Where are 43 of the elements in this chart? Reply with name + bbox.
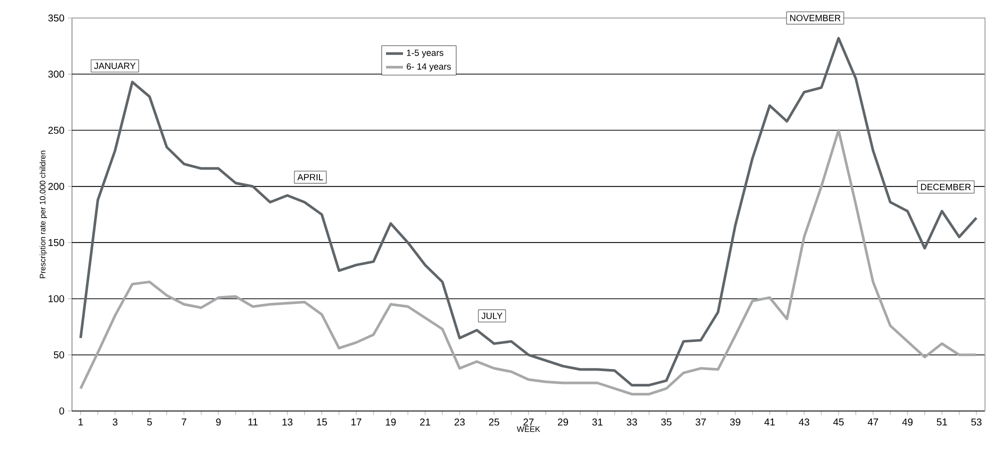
annotation: JANUARY <box>94 62 136 70</box>
x-tick-label: 17 <box>351 418 362 426</box>
x-tick-label: 37 <box>696 418 706 426</box>
x-tick-label: 15 <box>317 418 327 426</box>
x-tick-label: 35 <box>661 418 672 426</box>
y-tick-label: 150 <box>48 239 64 246</box>
x-tick-label: 3 <box>112 418 118 426</box>
y-tick-label: 50 <box>54 351 64 358</box>
annotation: DECEMBER <box>921 184 971 190</box>
x-tick-label: 49 <box>902 418 913 426</box>
legend-label: 1-5 years <box>407 50 444 58</box>
x-tick-label: 27 <box>523 418 534 426</box>
x-tick-label: 33 <box>626 418 637 426</box>
y-tick-label: 200 <box>48 182 64 190</box>
x-tick-label: 25 <box>489 418 500 426</box>
x-tick-label: 31 <box>592 418 602 426</box>
y-tick-label: 100 <box>48 295 64 302</box>
x-tick-label: 51 <box>936 418 948 426</box>
y-tick-label: 300 <box>48 70 64 78</box>
x-tick-label: 13 <box>282 418 292 426</box>
x-tick-label: 7 <box>182 418 186 426</box>
y-tick-label: 350 <box>48 14 64 22</box>
x-tick-label: 43 <box>798 418 810 426</box>
x-tick-label: 11 <box>248 418 258 426</box>
x-tick-label: 29 <box>558 418 568 426</box>
annotation: NOVEMBER <box>790 14 840 22</box>
x-tick-label: 9 <box>216 418 221 426</box>
x-tick-label: 39 <box>730 418 740 426</box>
x-tick-label: 45 <box>833 418 844 426</box>
y-tick-label: 250 <box>48 126 64 134</box>
x-tick-label: 21 <box>420 418 430 426</box>
x-tick-label: 1 <box>78 418 83 426</box>
y-tick-label: 0 <box>59 407 64 415</box>
x-tick-label: 41 <box>764 418 775 426</box>
x-tick-label: 5 <box>147 418 152 426</box>
line-series <box>79 36 978 386</box>
annotation: APRIL <box>297 174 323 180</box>
x-tick-label: 19 <box>386 418 396 426</box>
x-tick-label: 23 <box>454 418 465 426</box>
x-tick-label: 53 <box>971 418 982 426</box>
x-tick-label: 47 <box>868 418 878 426</box>
annotation: JULY <box>482 312 502 320</box>
legend-label: 6- 14 years <box>406 63 451 72</box>
